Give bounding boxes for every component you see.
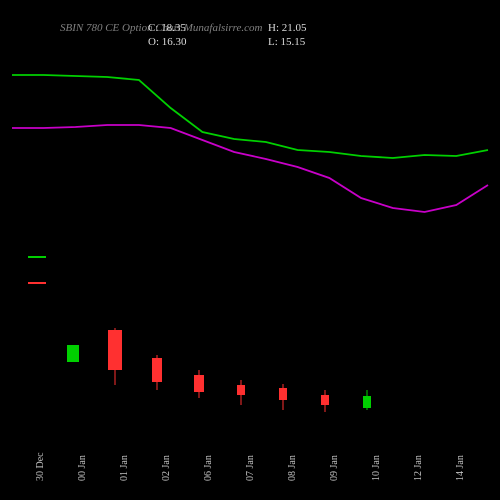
x-axis-label: 00 Jan bbox=[77, 455, 88, 481]
marker-green bbox=[28, 256, 46, 258]
line-series-green bbox=[12, 75, 488, 158]
x-axis-label: 02 Jan bbox=[161, 455, 172, 481]
x-axis-label: 07 Jan bbox=[245, 455, 256, 481]
candlestick-series bbox=[67, 328, 371, 412]
marker-red bbox=[28, 282, 46, 284]
x-axis-label: 06 Jan bbox=[203, 455, 214, 481]
chart-canvas bbox=[0, 0, 500, 500]
x-axis-label: 01 Jan bbox=[119, 455, 130, 481]
x-axis-label: 09 Jan bbox=[329, 455, 340, 481]
x-axis-label: 10 Jan bbox=[371, 455, 382, 481]
x-axis-label: 12 Jan bbox=[413, 455, 424, 481]
x-axis-label: 30 Dec bbox=[35, 452, 46, 481]
x-axis-label: 14 Jan bbox=[455, 455, 466, 481]
x-axis-label: 08 Jan bbox=[287, 455, 298, 481]
line-series-magenta bbox=[12, 125, 488, 212]
